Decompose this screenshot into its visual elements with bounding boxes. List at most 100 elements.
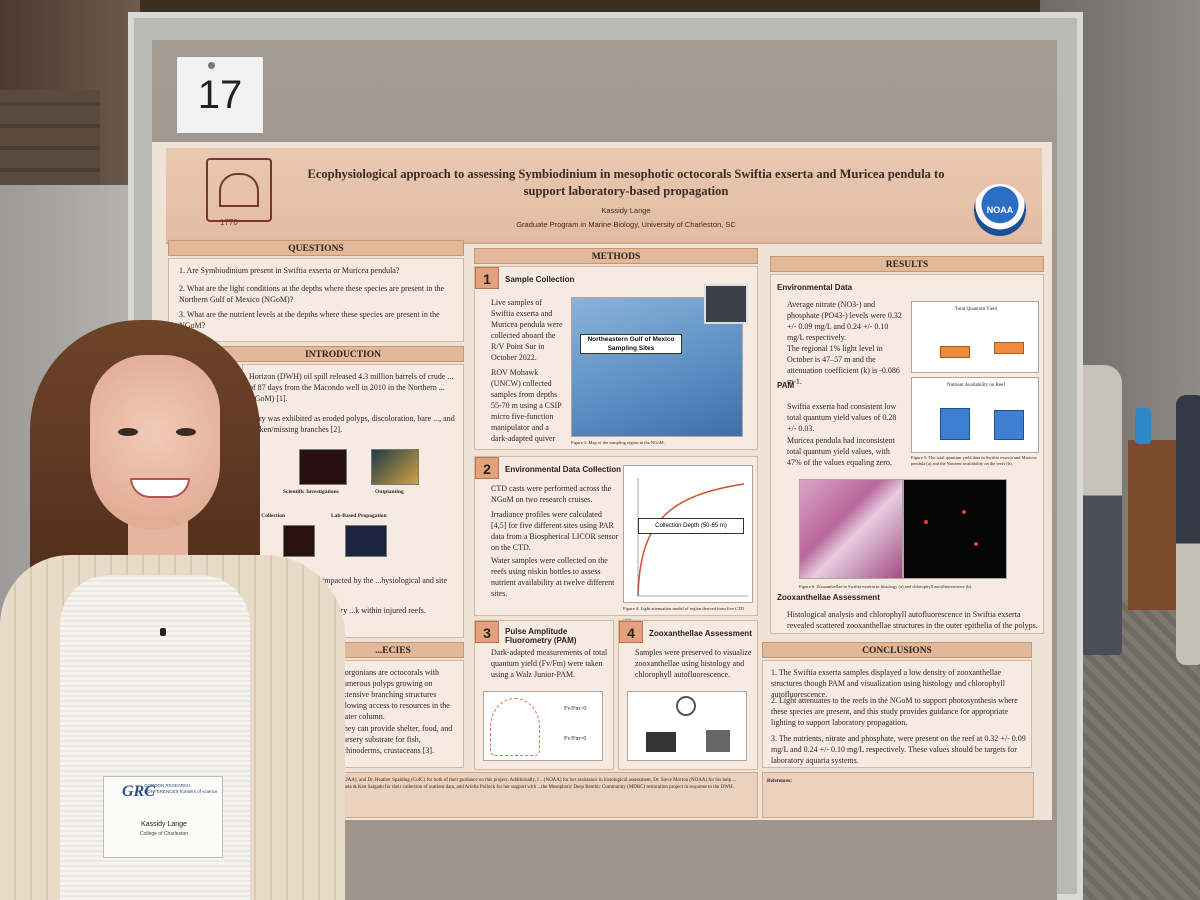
microscope-diagram — [627, 691, 747, 761]
autofluorescence-image — [903, 479, 1007, 579]
step-number-1: 1 — [475, 267, 499, 289]
sampling-map: Northeastern Gulf of Mexico Sampling Sit… — [571, 284, 748, 437]
references-heading: References: — [767, 779, 792, 784]
poster-affiliation: Graduate Program in Marine Biology, Univ… — [516, 220, 736, 229]
stone-wall — [0, 90, 100, 190]
method-step-4: 4 Zooxanthellae Assessment Samples were … — [618, 620, 758, 770]
quantum-yield-box-1 — [940, 346, 970, 358]
results-heading: RESULTS — [770, 256, 1044, 272]
figure-6-caption: Figure 6: Zooxanthellae in Swiftia exser… — [799, 584, 973, 589]
figure-1-caption: Figure 1: Map of the sampling region in … — [571, 440, 665, 445]
question-1: 1. Are Symbiodinium present in Swiftia e… — [179, 266, 400, 275]
step-2-item-3: Water samples were collected on the reef… — [491, 556, 615, 598]
diagram-label-scientific: Scientific Investigations — [283, 489, 339, 495]
questions-box: 1. Are Symbiodinium present in Swiftia e… — [168, 258, 464, 342]
badge-conference: GORDON RESEARCH CONFERENCES frontiers of… — [144, 783, 218, 794]
pam-diagram: Fv/Fm>0 Fv/Fm=0 — [483, 691, 603, 761]
person-eye-left — [118, 428, 138, 436]
pam-label-positive: Fv/Fm>0 — [564, 706, 587, 712]
methods-heading: METHODS — [474, 248, 758, 264]
microtome-icon — [706, 730, 730, 752]
step-1-item-2: ROV Mohawk (UNCW) collected samples from… — [491, 368, 562, 443]
conclusions-heading: CONCLUSIONS — [762, 642, 1032, 658]
step-2-item-2: Irradiance profiles were calculated [4,5… — [491, 510, 619, 552]
figure-5-caption: Figure 5: The total quantum yield data i… — [911, 455, 1037, 466]
coral-photo-4 — [345, 525, 387, 557]
step-3-item-1: Dark-adapted measurements of total quant… — [491, 648, 608, 679]
diagram-label-collection: ...ral Collection — [249, 513, 286, 519]
step-number-4: 4 — [619, 621, 643, 643]
map-label: Northeastern Gulf of Mexico Sampling Sit… — [580, 334, 682, 354]
step-2-title: Environmental Data Collection — [505, 465, 622, 474]
conclusions-box: 1. The Swiftia exserta samples displayed… — [762, 660, 1032, 768]
nutrient-box-1 — [940, 408, 970, 440]
acknowledgements-box: ...(NOAA), and Dr. Heather Spalding (Cof… — [330, 772, 758, 818]
step-3-title: Pulse Amplitude Fluorometry (PAM) — [505, 627, 577, 645]
zoox-dot — [924, 520, 928, 524]
step-4-item-1: Samples were preserved to visualize zoox… — [635, 648, 752, 679]
badge-logo: GRC — [122, 783, 155, 800]
question-3: 3. What are the nutrient levels at the d… — [179, 310, 440, 330]
figure-4-caption: Figure 4: Light attenuation model of reg… — [623, 606, 744, 622]
pam-item-2: Muricea pendula had inconsistent total q… — [787, 436, 895, 467]
environmental-data-heading: Environmental Data — [777, 283, 853, 292]
nutrient-chart: Nutrient Availability on Reef — [911, 377, 1039, 453]
necklace-pendant — [160, 628, 166, 636]
water-bottle — [1135, 408, 1151, 444]
question-2: 2. What are the light conditions at the … — [179, 284, 445, 304]
conclusion-3: 3. The nutrients, nitrate and phosphate,… — [771, 734, 1026, 765]
zoox-dot — [974, 542, 978, 546]
diagram-label-lab: Lab-Based Propagation — [331, 513, 387, 519]
pam-label-zero: Fv/Fm=0 — [564, 736, 587, 742]
poster-title-bar: 1770 Ecophysiological approach to assess… — [166, 148, 1042, 244]
step-1-title: Sample Collection — [505, 275, 575, 284]
light-attenuation-graph: Collection Depth (50-65 m) — [623, 465, 753, 603]
board-number-card: 17 — [176, 56, 264, 134]
logo-year: 1770 — [220, 218, 238, 227]
gorgonian-illustration-icon — [490, 698, 540, 756]
step-number-3: 3 — [475, 621, 499, 643]
conclusion-1: 1. The Swiftia exserta samples displayed… — [771, 668, 1005, 699]
diagram-label-outplanting: Outplanting — [375, 489, 404, 495]
step-1-item-1: Live samples of Swiftia exserta and Muri… — [491, 298, 563, 362]
introduction-heading: INTRODUCTION — [222, 346, 464, 362]
college-of-charleston-logo — [206, 158, 272, 222]
noaa-logo: NOAA — [974, 184, 1026, 236]
pam-results-heading: PAM — [777, 381, 795, 390]
pushpin — [208, 62, 215, 69]
zoox-dot — [962, 510, 966, 514]
intro-text-2: ...ury was exhibited as eroded polyps, d… — [249, 414, 455, 434]
name-badge: GRC GORDON RESEARCH CONFERENCES frontier… — [103, 776, 223, 858]
species-box: Gorgonians are octocorals with numerous … — [322, 660, 464, 768]
intro-text-1: Horizon (DWH) oil spill released 4.3 mil… — [249, 372, 454, 403]
step-4-title: Zooxanthellae Assessment — [649, 629, 752, 638]
chart-b-title: Nutrient Availability on Reef — [946, 383, 1006, 388]
method-step-1: 1 Sample Collection Live samples of Swif… — [474, 266, 758, 450]
attenuation-curve-icon — [637, 478, 748, 597]
badge-institution: College of Charleston — [139, 831, 189, 837]
introduction-box: Horizon (DWH) oil spill released 4.3 mil… — [242, 364, 464, 638]
badge-name: Kassidy Lange — [141, 821, 187, 828]
nutrient-box-2 — [994, 410, 1024, 440]
person-face — [90, 355, 220, 530]
coral-photo-1 — [299, 449, 347, 485]
poster-title: Ecophysiological approach to assessing S… — [307, 167, 945, 198]
zoox-item-1: Histological analysis and chlorophyll au… — [787, 610, 1038, 630]
pam-item-1: Swiftia exserta had consistent low total… — [787, 402, 897, 433]
results-box: Environmental Data Average nitrate (NO3-… — [770, 274, 1044, 634]
rov-photo — [704, 284, 748, 324]
microscope-icon — [646, 732, 676, 752]
method-step-3: 3 Pulse Amplitude Fluorometry (PAM) Dark… — [474, 620, 614, 770]
species-item-2: They can provide shelter, food, and nurs… — [339, 724, 453, 755]
coral-photo-3 — [283, 525, 315, 557]
conclusion-2: 2. Light attenuates to the reefs in the … — [771, 696, 1018, 727]
histology-image — [799, 479, 903, 579]
coral-photo-2 — [371, 449, 419, 485]
env-item-1: Average nitrate (NO3-) and phosphate (PO… — [787, 300, 902, 342]
zooxanthellae-results-heading: Zooxanthellae Assessment — [777, 593, 880, 602]
species-item-1: Gorgonians are octocorals with numerous … — [339, 668, 450, 721]
env-item-2: The regional 1% light level in October i… — [787, 344, 900, 386]
method-step-2: 2 Environmental Data Collection CTD cast… — [474, 456, 758, 622]
quantum-yield-chart: Total Quantum Yield — [911, 301, 1039, 373]
